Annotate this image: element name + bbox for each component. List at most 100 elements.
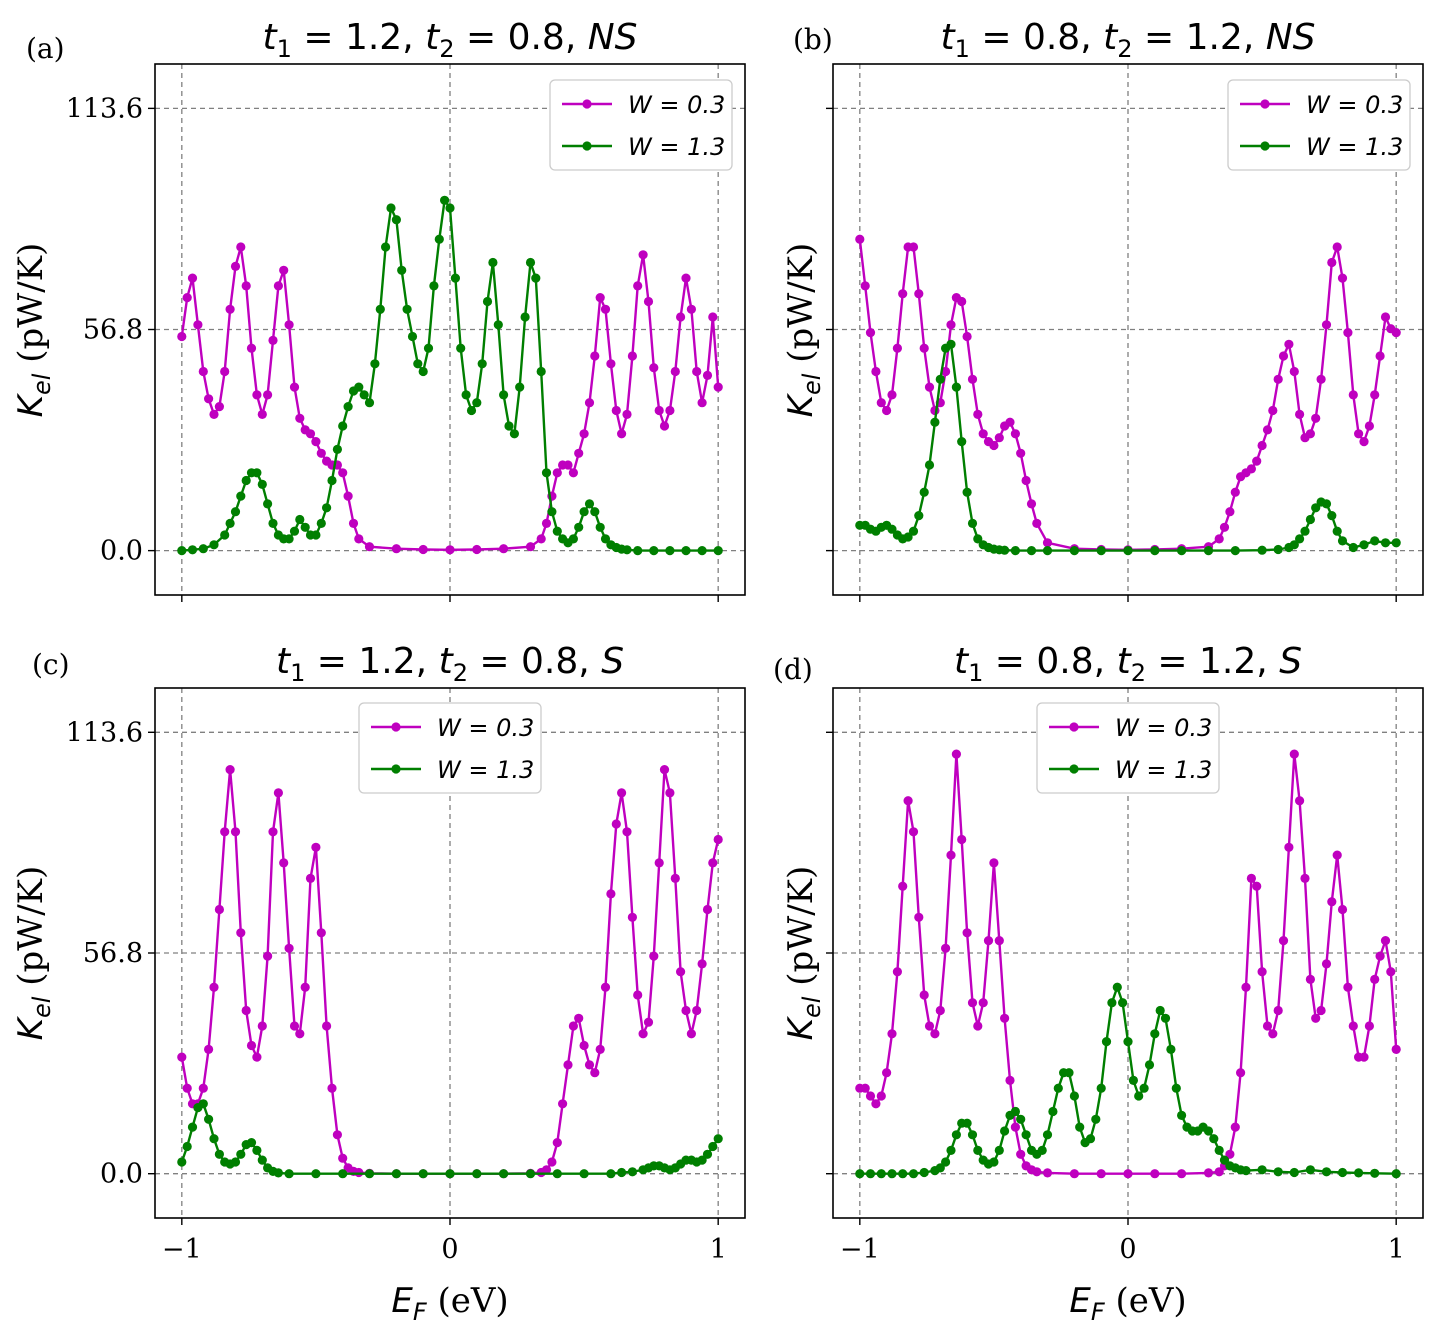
data-point: [1000, 1013, 1010, 1023]
data-point: [236, 242, 246, 252]
data-point: [967, 374, 978, 384]
data-point: [354, 534, 364, 544]
data-point: [1257, 967, 1267, 977]
data-point: [967, 998, 978, 1008]
data-point: [488, 257, 498, 268]
data-point: [547, 1157, 557, 1167]
data-point: [1214, 1167, 1224, 1177]
data-point: [627, 912, 638, 922]
y-tick-label: 0.0: [100, 1159, 143, 1190]
data-point: [989, 858, 999, 868]
data-point: [574, 1013, 584, 1023]
data-point: [697, 1155, 707, 1165]
data-point: [681, 1005, 691, 1016]
data-point: [295, 413, 305, 423]
data-point: [989, 440, 999, 451]
data-point: [198, 1099, 208, 1109]
data-point: [1364, 1021, 1374, 1031]
data-point: [241, 475, 251, 486]
data-point: [327, 1083, 337, 1093]
data-point: [1337, 1167, 1348, 1178]
data-point: [1391, 1169, 1401, 1179]
data-point: [973, 1145, 983, 1155]
data-point: [450, 273, 460, 283]
data-point: [225, 518, 235, 529]
data-point: [882, 1068, 892, 1078]
data-point: [1096, 1083, 1106, 1093]
data-point: [552, 1138, 562, 1148]
data-point: [332, 444, 342, 454]
data-point: [1230, 546, 1240, 556]
data-point: [924, 382, 935, 392]
data-point: [643, 1017, 654, 1027]
data-point: [708, 1141, 718, 1152]
data-point: [241, 281, 251, 291]
plot-area: [826, 63, 1424, 602]
data-point: [327, 475, 337, 486]
data-point: [568, 1021, 579, 1031]
data-point: [865, 1169, 876, 1179]
data-point: [1021, 475, 1031, 486]
data-point: [230, 507, 241, 517]
legend-label: W = 1.3: [1306, 133, 1403, 161]
data-point: [1112, 982, 1122, 992]
data-point: [654, 405, 664, 416]
data-point: [370, 359, 380, 369]
plot-area: −1 0 1: [826, 687, 1424, 1265]
data-point: [305, 429, 316, 439]
data-point: [322, 503, 332, 513]
data-point: [1348, 542, 1358, 553]
data-point: [1391, 1044, 1401, 1054]
data-point: [1284, 339, 1294, 349]
data-point: [1289, 1167, 1299, 1178]
data-point: [1327, 510, 1337, 521]
data-point: [531, 273, 541, 283]
data-point: [713, 546, 723, 556]
data-point: [1284, 842, 1294, 852]
data-point: [681, 273, 691, 283]
data-point: [316, 518, 326, 529]
data-point: [871, 1099, 881, 1109]
data-point: [364, 1169, 375, 1179]
data-point: [1000, 1126, 1010, 1136]
data-point: [1332, 242, 1342, 252]
data-point: [681, 546, 691, 556]
data-point: [209, 1134, 219, 1144]
legend-swatch-marker: [1069, 764, 1079, 774]
data-point: [1300, 526, 1310, 536]
data-point: [1321, 959, 1332, 969]
data-point: [209, 540, 219, 550]
data-point: [1311, 503, 1321, 513]
data-point: [204, 1044, 214, 1054]
legend-label: W = 0.3: [1306, 91, 1403, 119]
legend-frame: [358, 702, 542, 794]
data-point: [482, 296, 493, 307]
data-point: [1289, 540, 1299, 550]
data-point: [316, 448, 326, 458]
data-point: [1075, 1122, 1085, 1132]
data-point: [1042, 546, 1053, 556]
data-point: [279, 265, 289, 275]
data-point: [1123, 546, 1133, 556]
data-point: [295, 1029, 305, 1039]
data-point: [338, 1153, 348, 1163]
x-tick-label: −1: [840, 1234, 880, 1265]
data-point: [257, 1021, 267, 1031]
data-point: [1214, 1145, 1224, 1155]
data-point: [499, 544, 509, 554]
data-point: [1391, 538, 1401, 548]
data-point: [654, 858, 664, 868]
data-point: [606, 889, 616, 899]
data-point: [1386, 967, 1396, 977]
y-axis-label: Kel (pW/K): [11, 243, 56, 418]
data-point: [558, 1099, 568, 1109]
data-point: [246, 1138, 257, 1148]
data-point: [257, 409, 267, 419]
data-point: [908, 827, 919, 837]
data-point: [1091, 1114, 1101, 1124]
x-axis-label: EF (eV): [1069, 1281, 1186, 1326]
data-point: [584, 1060, 595, 1070]
data-point: [579, 1040, 589, 1051]
data-point: [386, 203, 396, 213]
data-point: [962, 487, 972, 497]
